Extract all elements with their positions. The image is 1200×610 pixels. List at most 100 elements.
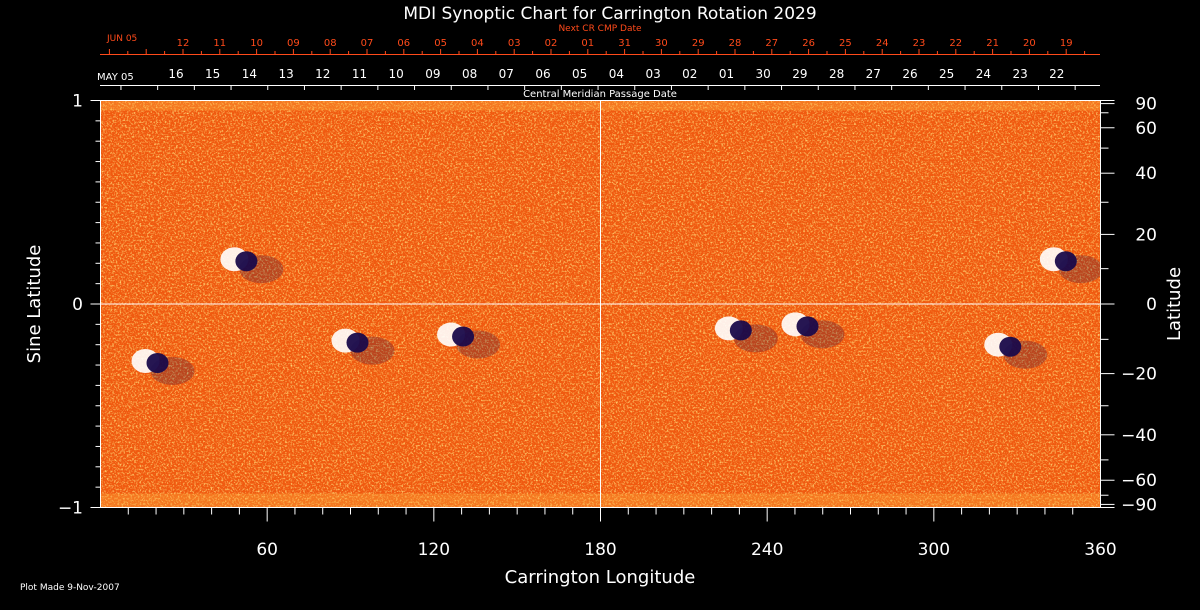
cmp-date-label: 08 [462,67,477,81]
region-plage-0 [239,255,284,284]
y-axis-left: 1 0 −1 [58,92,101,519]
y-axis-label-right: Latitude [1164,267,1185,341]
y-right-tick-label: −40 [1121,426,1157,446]
next-cr-date-label: 01 [581,38,594,49]
next-cr-date-label: 09 [287,38,300,49]
center-crosslines [100,100,1101,508]
next-cr-date-label: 07 [361,38,374,49]
cmp-date-label: 25 [939,67,954,81]
x-axis: 60 120 180 240 300 360 [127,507,1117,560]
y-axis-right: 90 60 40 20 0 −20 −40 −60 −90 [1100,95,1157,516]
y-left-tick-label: −1 [58,499,83,519]
next-cr-date-label: 28 [729,38,742,49]
next-cr-date-label: 26 [802,38,815,49]
cmp-date-label: 03 [645,67,660,81]
cmp-date-label: 12 [315,67,330,81]
y-right-tick-label: 0 [1146,295,1157,315]
y-left-tick-label: 1 [72,92,83,112]
next-cr-date-label: 03 [508,38,521,49]
cmp-date-label: 13 [278,67,293,81]
region-negative-1 [146,352,169,373]
region-negative-4 [729,320,752,341]
cmp-date-label: 05 [572,67,587,81]
cmp-date-label: 27 [866,67,881,81]
next-cr-date-label: 30 [655,38,668,49]
date-axes: 12 11 10 09 08 07 06 05 04 03 02 01 31 30 29 28 27 26 25 24… [100,38,1100,90]
next-cr-date-label: 29 [692,38,705,49]
x-tick-label: 180 [584,540,616,560]
cmp-date-label: 06 [535,67,550,81]
cmp-date-label: 22 [1049,67,1064,81]
next-cr-date-label: 19 [1060,38,1073,49]
region-negative-5 [796,316,819,337]
next-cr-date-label: 23 [913,38,926,49]
next-cr-date-label: 22 [949,38,962,49]
next-cr-date-label: 06 [397,38,410,49]
next-cr-axis-title: Next CR CMP Date [558,24,642,34]
next-cr-date-label: 27 [765,38,778,49]
region-negative-2 [346,332,369,353]
region-plage-2 [350,336,395,365]
next-cr-date-label: 20 [1023,38,1036,49]
next-cr-date-label: 10 [250,38,263,49]
active-regions [131,247,1101,385]
region-negative-3 [452,326,475,347]
y-right-tick-label: 20 [1135,225,1157,245]
next-cr-date-label: 11 [213,38,226,49]
y-right-tick-label: 60 [1135,119,1157,139]
cmp-date-label: 28 [829,67,844,81]
cmp-date-label: 11 [352,67,367,81]
plot-made-footer: Plot Made 9-Nov-2007 [20,583,120,593]
region-plage-7 [1058,255,1101,284]
region-plage-1 [150,356,195,385]
next-cr-date-label: 12 [177,38,190,49]
next-cr-date-label: 02 [545,38,558,49]
cmp-date-label: 10 [389,67,404,81]
next-cr-date-label: 31 [618,38,631,49]
cmp-date-label: 16 [168,67,183,81]
next-cr-date-label: 24 [876,38,889,49]
region-negative-6 [999,336,1022,357]
cmp-date-label: 04 [609,67,624,81]
next-cr-date-label: 08 [324,38,337,49]
next-cr-month-label: JUN 05 [106,34,137,44]
y-right-tick-label: −90 [1121,496,1157,516]
y-right-tick-label: 90 [1135,95,1157,115]
region-negative-7 [1054,251,1077,272]
x-tick-label: 120 [418,540,450,560]
cmp-date-label: 15 [205,67,220,81]
x-tick-label: 240 [751,540,783,560]
chart-title: MDI Synoptic Chart for Carrington Rotati… [403,4,816,24]
next-cr-date-label: 25 [839,38,852,49]
cmp-axis-title: Central Meridian Passage Date [523,89,677,100]
cmp-date-label: 23 [1012,67,1027,81]
cmp-date-label: 07 [499,67,514,81]
next-cr-date-label: 04 [471,38,484,49]
region-plage-6 [1003,340,1048,369]
y-left-tick-label: 0 [72,295,83,315]
x-tick-label: 360 [1084,540,1116,560]
cmp-date-label: 02 [682,67,697,81]
cmp-date-label: 14 [242,67,257,81]
cmp-date-label: 26 [902,67,917,81]
y-right-tick-label: 40 [1135,164,1157,184]
region-plage-4 [733,324,778,353]
region-negative-0 [235,251,258,272]
cmp-date-label: 24 [976,67,991,81]
cmp-date-label: 30 [756,67,771,81]
next-cr-date-label: 21 [986,38,999,49]
x-tick-label: 60 [256,540,278,560]
cmp-date-label: 29 [792,67,807,81]
y-right-tick-label: −20 [1121,365,1157,385]
region-plage-3 [456,330,501,359]
x-tick-label: 300 [918,540,950,560]
region-plage-5 [800,320,845,349]
cmp-date-label: 09 [425,67,440,81]
cmp-date-label: 01 [719,67,734,81]
y-right-tick-label: −60 [1121,471,1157,491]
next-cr-date-label: 05 [434,38,447,49]
y-axis-label-left: Sine Latitude [24,245,45,364]
cmp-month-label: MAY 05 [97,72,134,83]
x-axis-label: Carrington Longitude [505,567,696,588]
